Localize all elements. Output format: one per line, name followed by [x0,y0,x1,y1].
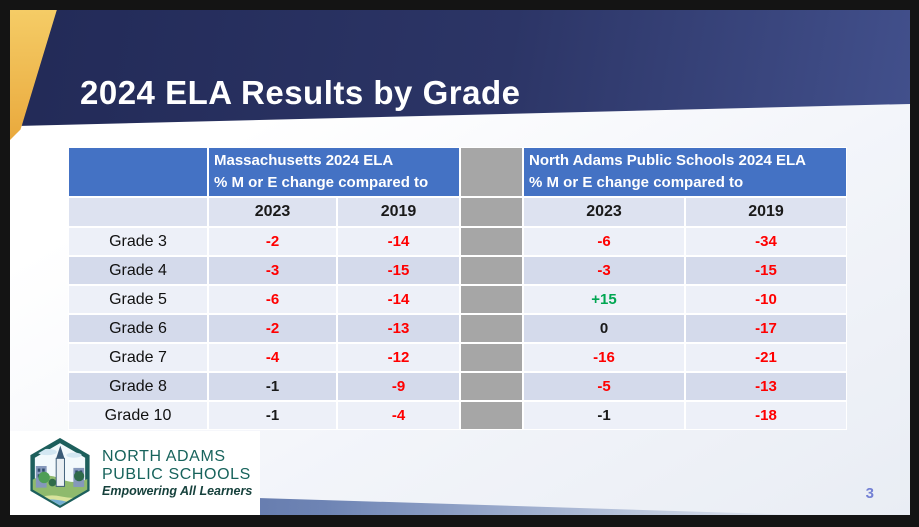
page-number: 3 [865,485,874,502]
year-column-header: 2019 [686,198,846,226]
grade-label: Grade 8 [69,373,207,400]
grade-label: Grade 7 [69,344,207,371]
logo-name-line1: NORTH ADAMS [102,447,226,465]
spacer-cell [461,402,522,429]
value-cell: -16 [524,344,684,371]
value-cell: -6 [209,286,336,313]
value-cell: -18 [686,402,846,429]
spacer-cell [461,198,522,226]
value-cell: -14 [338,286,459,313]
value-cell: -4 [209,344,336,371]
page-title: 2024 ELA Results by Grade [80,74,521,112]
header-line1: North Adams Public Schools 2024 ELA [529,152,807,170]
spacer-cell [461,286,522,313]
logo-name-line2: PUBLIC SCHOOLS [102,465,251,483]
value-cell: -4 [338,402,459,429]
value-cell: -3 [524,257,684,284]
table-header-north-adams: North Adams Public Schools 2024 ELA % M … [524,148,846,196]
value-cell: -1 [209,373,336,400]
district-logo: NORTH ADAMS PUBLIC SCHOOLS Empowering Al… [10,431,260,515]
year-column-header: 2019 [338,198,459,226]
value-cell: -2 [209,228,336,255]
value-cell: -2 [209,315,336,342]
value-cell: -1 [209,402,336,429]
value-cell: -13 [338,315,459,342]
subheader-blank-cell [69,198,207,226]
value-cell: -9 [338,373,459,400]
value-cell: -13 [686,373,846,400]
year-column-header: 2023 [209,198,336,226]
grade-label: Grade 10 [69,402,207,429]
value-cell: -15 [686,257,846,284]
value-cell: -15 [338,257,459,284]
slide: 2024 ELA Results by Grade Massachusetts … [10,10,910,515]
logo-text: NORTH ADAMS PUBLIC SCHOOLS Empowering Al… [102,448,252,498]
value-cell: -17 [686,315,846,342]
grade-label: Grade 3 [69,228,207,255]
grade-label: Grade 5 [69,286,207,313]
spacer-cell [461,148,522,196]
spacer-cell [461,228,522,255]
header-line1: Massachusetts 2024 ELA [214,152,394,170]
value-cell: -1 [524,402,684,429]
logo-hexagon-icon [30,438,90,508]
spacer-cell [461,373,522,400]
spacer-cell [461,257,522,284]
spacer-cell [461,315,522,342]
value-cell: +15 [524,286,684,313]
value-cell: -10 [686,286,846,313]
results-table: Massachusetts 2024 ELA % M or E change c… [68,147,847,430]
grade-label: Grade 6 [69,315,207,342]
value-cell: -14 [338,228,459,255]
value-cell: -34 [686,228,846,255]
grade-label: Grade 4 [69,257,207,284]
value-cell: -6 [524,228,684,255]
title-banner [21,10,910,126]
spacer-cell [461,344,522,371]
value-cell: -5 [524,373,684,400]
table-header-massachusetts: Massachusetts 2024 ELA % M or E change c… [209,148,459,196]
year-column-header: 2023 [524,198,684,226]
value-cell: -3 [209,257,336,284]
grade-column-header [69,148,207,196]
header-line2: % M or E change compared to [214,174,429,191]
value-cell: 0 [524,315,684,342]
value-cell: -12 [338,344,459,371]
header-line2: % M or E change compared to [529,174,744,191]
logo-tagline: Empowering All Learners [102,484,253,499]
value-cell: -21 [686,344,846,371]
